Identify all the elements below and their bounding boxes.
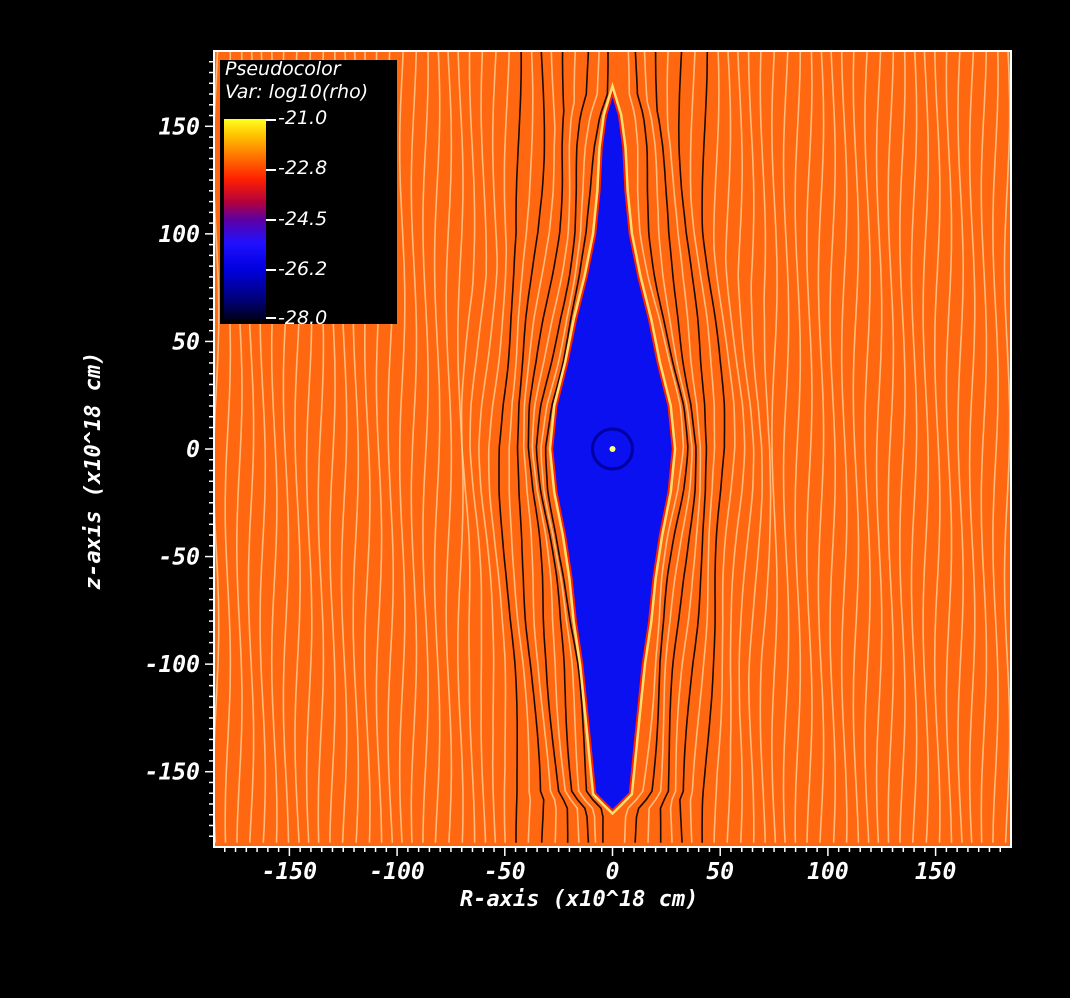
- colorbar-tick: [266, 119, 276, 121]
- y-tick-label: -150: [145, 760, 200, 786]
- field-line: [522, 51, 557, 843]
- y-tick-label: -50: [158, 545, 200, 571]
- legend-variable: Var: log10(rho): [225, 81, 369, 103]
- y-tick-label: 0: [186, 437, 200, 463]
- field-line: [214, 51, 220, 843]
- field-line: [782, 51, 790, 843]
- field-line: [398, 51, 406, 843]
- field-line: [498, 51, 522, 843]
- colorbar-tick: [266, 269, 276, 271]
- field-line: [980, 51, 988, 843]
- field-line: [410, 51, 418, 843]
- field-line: [1003, 51, 1011, 843]
- colorbar-label: -21.0: [278, 107, 328, 129]
- field-line: [945, 51, 953, 843]
- field-line: [666, 51, 702, 843]
- x-tick-label: -150: [262, 859, 317, 885]
- colorbar: [224, 119, 266, 319]
- field-line: [747, 51, 764, 843]
- y-axis-label: z-axis (x10^18 cm): [81, 351, 106, 590]
- legend: Pseudocolor Var: log10(rho) -21.0 -22.8 …: [220, 58, 397, 328]
- field-line: [422, 51, 429, 843]
- field-line: [527, 51, 569, 843]
- low-density-cavity: [551, 90, 674, 812]
- y-tick-label: -100: [145, 652, 200, 678]
- field-line: [508, 51, 534, 843]
- field-line: [864, 51, 871, 843]
- field-line: [817, 51, 825, 843]
- field-line: [544, 51, 609, 843]
- colorbar-tick: [266, 169, 276, 171]
- field-line: [887, 51, 895, 843]
- field-line: [840, 51, 848, 843]
- x-tick-label: 50: [706, 859, 734, 885]
- field-line: [922, 51, 930, 843]
- field-line: [794, 51, 802, 843]
- field-line: [759, 51, 772, 843]
- field-line: [875, 51, 883, 843]
- colorbar-label: -24.5: [278, 208, 328, 230]
- field-line: [643, 51, 693, 843]
- x-tick-label: 0: [606, 859, 620, 885]
- field-line: [433, 51, 441, 843]
- field-line: [933, 51, 941, 843]
- central-source: [609, 446, 616, 452]
- field-line: [829, 51, 836, 843]
- field-line: [460, 51, 476, 843]
- x-tick-label: 150: [915, 859, 957, 885]
- field-line: [737, 51, 755, 843]
- field-line: [806, 51, 813, 843]
- field-line: [771, 51, 778, 843]
- central-ring: [591, 427, 634, 471]
- field-line: [992, 51, 999, 843]
- field-line: [689, 51, 716, 843]
- colorbar-label: -28.0: [278, 307, 328, 329]
- x-tick-label: -100: [369, 859, 424, 885]
- field-line: [445, 51, 453, 843]
- field-line: [677, 51, 708, 843]
- field-line: [540, 51, 600, 843]
- field-line: [516, 51, 546, 843]
- field-line: [910, 51, 918, 843]
- y-tick-label: 50: [172, 329, 200, 355]
- legend-plot-type: Pseudocolor: [225, 58, 341, 80]
- field-line: [713, 51, 736, 843]
- x-axis-label: R-axis (x10^18 cm): [460, 887, 699, 912]
- colorbar-label: -22.8: [278, 157, 328, 179]
- field-line: [623, 51, 685, 843]
- field-line: [724, 51, 746, 843]
- colorbar-tick: [266, 219, 276, 221]
- field-line: [469, 51, 488, 843]
- field-line: [634, 51, 689, 843]
- colorbar-tick: [266, 317, 276, 319]
- x-tick-label: 100: [807, 859, 849, 885]
- field-line: [487, 51, 510, 843]
- y-tick-label: 150: [158, 114, 200, 140]
- colorbar-label: -26.2: [278, 258, 328, 280]
- field-line: [968, 51, 976, 843]
- x-tick-label: -50: [484, 859, 526, 885]
- field-line: [654, 51, 697, 843]
- field-line: [531, 51, 580, 843]
- y-tick-label: 100: [158, 222, 200, 248]
- field-line: [852, 51, 860, 843]
- field-line: [701, 51, 726, 843]
- field-line: [957, 51, 964, 843]
- field-line: [535, 51, 590, 843]
- field-line: [899, 51, 906, 843]
- field-line: [478, 51, 498, 843]
